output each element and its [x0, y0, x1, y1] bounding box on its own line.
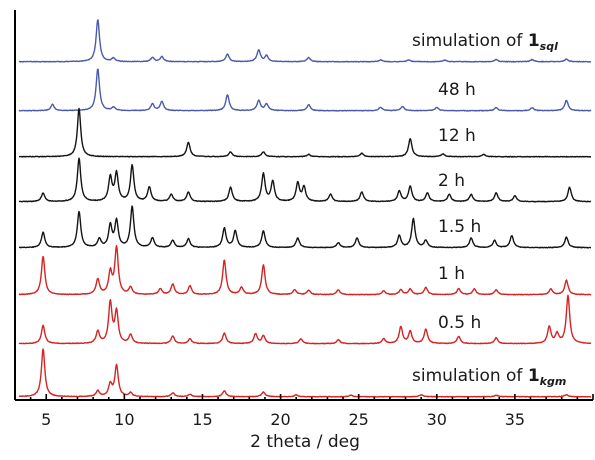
x-tick-label: 5 — [41, 410, 51, 429]
trace-line — [18, 68, 592, 112]
x-tick-label: 10 — [114, 410, 134, 429]
trace-label-bold: 1 — [528, 366, 540, 386]
trace-label-main: 12 h — [438, 126, 476, 146]
trace-label-subscript: sql — [540, 40, 558, 53]
trace-label: 12 h — [438, 126, 476, 146]
x-tick-label: 20 — [270, 410, 290, 429]
trace-line — [18, 157, 592, 203]
trace-label-main: 0.5 h — [438, 313, 481, 333]
trace-label-main: 1.5 h — [438, 217, 481, 237]
trace-label: 1 h — [438, 264, 465, 284]
trace-label: 2 h — [438, 171, 465, 191]
trace-label-bold: 1 — [528, 31, 540, 51]
trace-label: simulation of 1sql — [412, 31, 558, 53]
trace-line — [18, 205, 592, 249]
trace-label-main: simulation of — [412, 31, 528, 51]
axes-group — [14, 10, 593, 401]
x-tick-label: 30 — [427, 410, 447, 429]
x-axis-label: 2 theta / deg — [250, 432, 360, 452]
x-tick-label: 25 — [348, 410, 368, 429]
trace-line — [18, 245, 592, 296]
trace-label-main: 1 h — [438, 264, 465, 284]
x-tick-label: 15 — [192, 410, 212, 429]
x-tick-label: 35 — [505, 410, 525, 429]
trace-label: 48 h — [438, 80, 476, 100]
trace-label-subscript: kgm — [540, 375, 567, 388]
trace-label-main: simulation of — [412, 366, 528, 386]
trace-label-main: 48 h — [438, 80, 476, 100]
trace-label: 0.5 h — [438, 313, 481, 333]
trace-line — [18, 294, 592, 345]
trace-line — [18, 107, 592, 158]
trace-line — [18, 19, 592, 63]
trace-label-main: 2 h — [438, 171, 465, 191]
tick-group: 5 10 15 20 25 30 35 — [14, 394, 594, 429]
trace-label: simulation of 1kgm — [412, 366, 566, 388]
trace-line — [18, 348, 592, 398]
trace-label: 1.5 h — [438, 217, 481, 237]
